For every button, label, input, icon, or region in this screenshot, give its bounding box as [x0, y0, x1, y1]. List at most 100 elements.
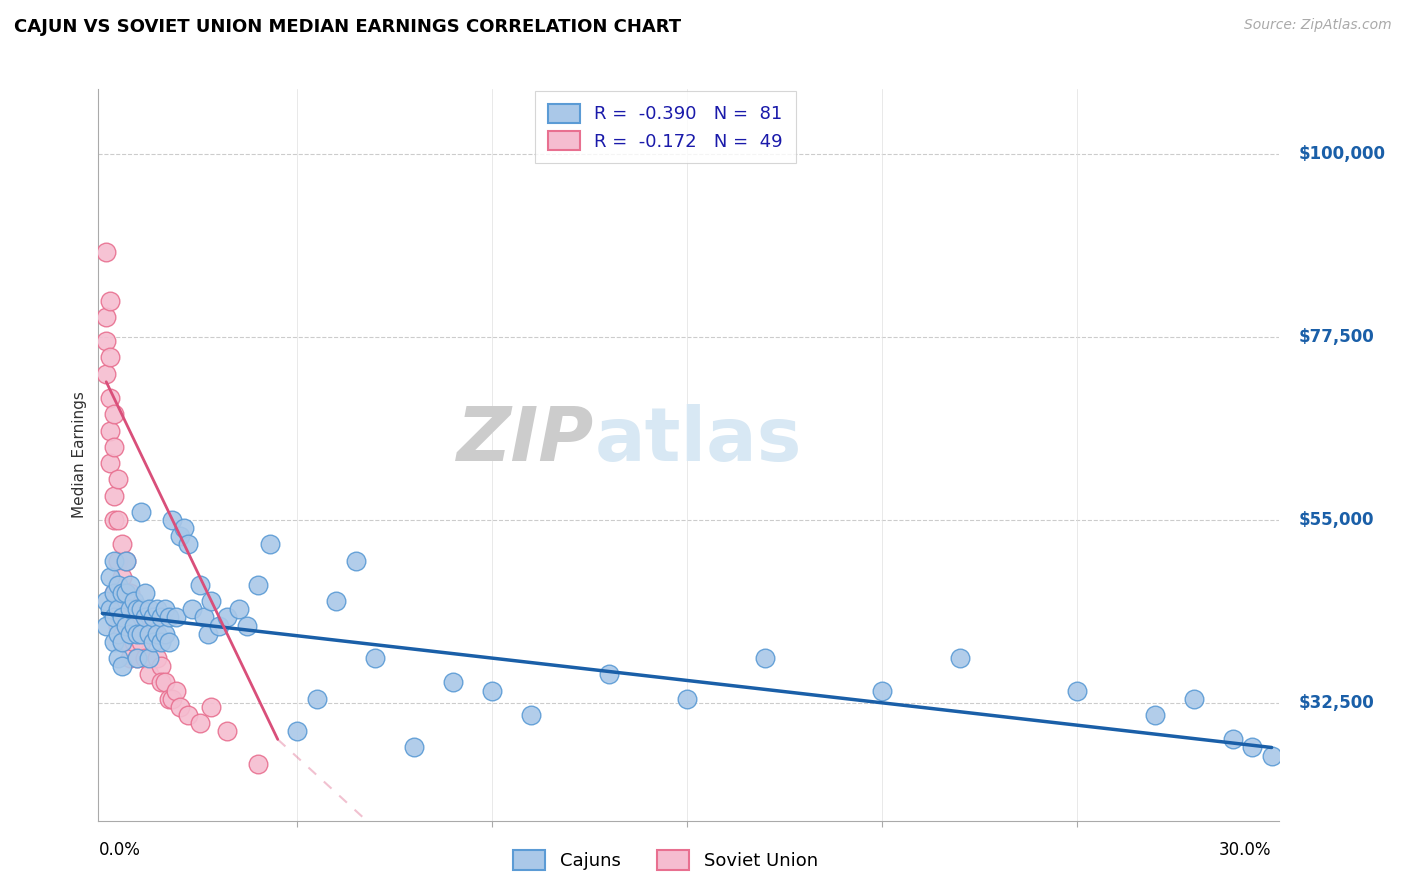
Point [127, 618, 149, 632]
Point [200, 699, 222, 714]
Point [149, 659, 172, 673]
Point [364, 651, 387, 665]
Point [111, 537, 134, 551]
Point [98, 456, 121, 470]
Point [114, 586, 136, 600]
Point [138, 651, 160, 665]
Point [111, 659, 134, 673]
Point [153, 626, 176, 640]
Point [111, 570, 134, 584]
Point [122, 635, 145, 649]
Point [114, 618, 136, 632]
Point [142, 618, 165, 632]
Point [138, 667, 160, 681]
Point [142, 610, 165, 624]
Point [193, 610, 215, 624]
Text: $100,000: $100,000 [1299, 145, 1386, 163]
Point [441, 675, 464, 690]
Legend: Cajuns, Soviet Union: Cajuns, Soviet Union [506, 843, 825, 878]
Point [153, 602, 176, 616]
Point [138, 602, 160, 616]
Point [98, 570, 121, 584]
Point [103, 440, 125, 454]
Point [247, 578, 270, 592]
Point [169, 529, 191, 543]
Point [1066, 683, 1088, 698]
Point [305, 691, 328, 706]
Point [118, 626, 141, 640]
Point [228, 602, 250, 616]
Point [149, 610, 172, 624]
Text: 30.0%: 30.0% [1219, 841, 1271, 859]
Point [96, 594, 118, 608]
Point [598, 667, 620, 681]
Point [114, 586, 136, 600]
Text: ZIP: ZIP [457, 404, 595, 477]
Point [122, 602, 145, 616]
Point [118, 618, 141, 632]
Point [127, 651, 149, 665]
Point [165, 610, 187, 624]
Point [107, 553, 129, 567]
Point [96, 310, 118, 324]
Point [208, 618, 231, 632]
Point [325, 594, 347, 608]
Point [96, 334, 118, 348]
Point [1222, 732, 1244, 747]
Point [111, 635, 134, 649]
Point [98, 424, 121, 438]
Point [118, 586, 141, 600]
Point [103, 553, 125, 567]
Point [188, 578, 211, 592]
Point [481, 683, 503, 698]
Y-axis label: Median Earnings: Median Earnings [72, 392, 87, 518]
Point [107, 626, 129, 640]
Point [96, 367, 118, 381]
Point [149, 675, 172, 690]
Point [127, 626, 149, 640]
Point [111, 586, 134, 600]
Point [754, 651, 776, 665]
Point [107, 472, 129, 486]
Point [162, 691, 184, 706]
Point [96, 618, 118, 632]
Point [247, 756, 270, 771]
Point [103, 586, 125, 600]
Point [98, 391, 121, 405]
Point [118, 651, 141, 665]
Point [114, 553, 136, 567]
Point [107, 578, 129, 592]
Point [1260, 748, 1282, 763]
Text: CAJUN VS SOVIET UNION MEDIAN EARNINGS CORRELATION CHART: CAJUN VS SOVIET UNION MEDIAN EARNINGS CO… [14, 18, 681, 36]
Text: $77,500: $77,500 [1299, 328, 1375, 346]
Point [103, 489, 125, 503]
Point [157, 691, 180, 706]
Text: $32,500: $32,500 [1299, 694, 1375, 712]
Point [129, 505, 152, 519]
Point [134, 651, 156, 665]
Point [146, 602, 169, 616]
Point [142, 635, 165, 649]
Point [107, 651, 129, 665]
Point [215, 724, 238, 739]
Point [949, 651, 972, 665]
Point [114, 618, 136, 632]
Point [173, 521, 195, 535]
Point [107, 602, 129, 616]
Point [177, 537, 200, 551]
Point [259, 537, 281, 551]
Point [181, 602, 204, 616]
Point [103, 513, 125, 527]
Point [129, 635, 152, 649]
Point [103, 635, 125, 649]
Point [122, 618, 145, 632]
Point [162, 513, 184, 527]
Point [138, 626, 160, 640]
Point [165, 683, 187, 698]
Point [157, 610, 180, 624]
Point [134, 586, 156, 600]
Point [146, 651, 169, 665]
Point [197, 626, 219, 640]
Point [118, 602, 141, 616]
Point [129, 602, 152, 616]
